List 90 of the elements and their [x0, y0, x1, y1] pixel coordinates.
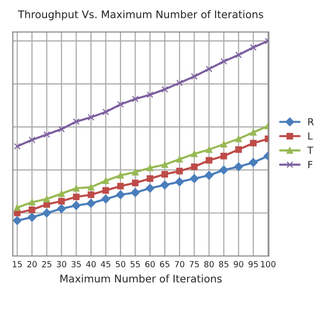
point	[175, 177, 184, 186]
x-tick-label: 40	[86, 261, 96, 268]
point	[58, 198, 65, 204]
x-tick-label: 50	[116, 261, 126, 268]
point	[28, 212, 36, 222]
x-tick-label: 95	[248, 261, 258, 268]
point	[14, 143, 21, 150]
x-tick-label: 60	[145, 261, 155, 268]
point	[146, 91, 154, 98]
point	[28, 198, 36, 206]
point	[190, 163, 198, 170]
point	[72, 201, 81, 210]
point	[86, 198, 96, 208]
x-tick-label: 25	[42, 261, 52, 268]
legend-label: F	[308, 161, 312, 168]
point	[101, 194, 110, 204]
point	[235, 136, 242, 142]
point	[117, 182, 124, 190]
point	[160, 180, 170, 190]
point	[235, 146, 242, 153]
point	[88, 114, 94, 121]
point	[72, 194, 80, 200]
point	[57, 204, 66, 214]
point	[102, 187, 110, 194]
point	[220, 58, 228, 65]
x-tick-label: 15	[12, 261, 22, 268]
x-tick-label: 45	[100, 261, 110, 268]
point	[117, 172, 124, 179]
point	[220, 140, 228, 148]
point	[88, 184, 94, 190]
point	[190, 150, 198, 158]
point	[206, 66, 212, 72]
x-tick-label: 70	[174, 261, 184, 268]
x-tick-label: 65	[160, 261, 170, 268]
point	[248, 158, 258, 167]
point	[176, 80, 183, 86]
x-tick-label: 55	[130, 261, 140, 268]
point	[132, 168, 139, 176]
point	[234, 162, 243, 172]
point	[219, 166, 228, 174]
point	[12, 216, 22, 225]
x-tick-label: 80	[204, 261, 214, 268]
x-tick-label: 35	[72, 261, 81, 268]
point	[161, 161, 168, 168]
legend-label: L	[308, 132, 313, 140]
point	[250, 129, 257, 136]
point	[146, 184, 154, 193]
point	[176, 168, 183, 174]
x-tick-label: 100	[261, 261, 276, 268]
point	[72, 184, 80, 192]
point	[130, 188, 140, 198]
point	[204, 170, 214, 180]
point	[43, 196, 50, 202]
point	[146, 164, 154, 172]
legend-label: T	[307, 146, 314, 154]
x-tick-label: 75	[190, 261, 199, 268]
point	[250, 140, 257, 146]
point	[161, 86, 168, 93]
point	[58, 126, 65, 132]
point	[206, 146, 212, 153]
point	[102, 177, 110, 184]
point	[146, 175, 154, 182]
point	[117, 101, 124, 108]
point	[43, 131, 50, 138]
point	[190, 73, 198, 80]
x-tick-label: 30	[56, 261, 66, 268]
point	[161, 170, 168, 178]
point	[28, 206, 36, 214]
point	[176, 156, 183, 163]
point	[42, 208, 52, 218]
chart-title: Throughput Vs. Maximum Number of Iterations	[18, 10, 264, 20]
x-tick-label: 85	[219, 261, 228, 268]
point	[132, 180, 139, 186]
point	[235, 52, 242, 58]
point	[190, 174, 199, 184]
point	[88, 191, 94, 198]
point	[250, 44, 257, 51]
x-tick-label: 20	[27, 261, 37, 268]
point	[220, 152, 228, 160]
point	[28, 136, 36, 144]
point	[72, 118, 80, 125]
x-axis-title: Maximum Number of Iterations	[60, 274, 222, 283]
point	[206, 157, 212, 164]
point	[132, 96, 139, 102]
x-tick-label: 90	[234, 261, 244, 268]
point	[102, 108, 110, 116]
point	[14, 204, 21, 211]
point	[116, 190, 125, 200]
legend-label: R	[308, 118, 314, 126]
point	[58, 190, 65, 197]
